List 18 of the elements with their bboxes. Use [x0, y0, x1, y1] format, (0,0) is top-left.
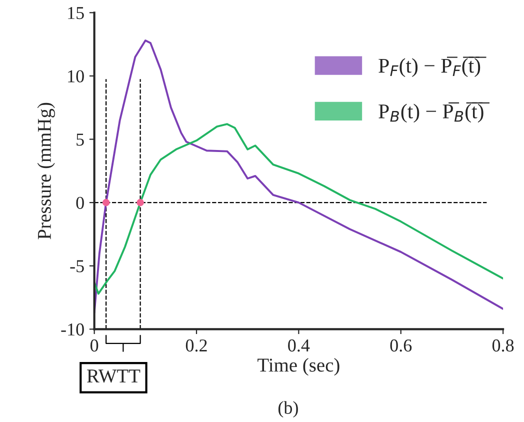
x-tick-label: 0.6: [390, 339, 412, 352]
legend-label: P$_{B}$(t) − P̅$_{B}$(̅t̅)̅: [378, 102, 490, 123]
y-axis-title: Pressure (mmHg): [37, 102, 55, 240]
x-tick-label: 0.4: [288, 339, 310, 352]
y-tick-label: -10: [61, 323, 84, 336]
text: RWTT: [87, 370, 140, 383]
x-tick-label: 0: [90, 339, 98, 352]
legend-label: P$_{F}$(t) − P̅$_{F}$(̅t̅)̅: [378, 56, 486, 78]
y-tick-label: 10: [68, 70, 84, 82]
text: (b): [278, 401, 298, 418]
y-tick-label: 15: [68, 7, 84, 20]
line-series: [94, 123, 504, 295]
y-tick-label: 5: [76, 134, 84, 146]
x-axis-title: Time (sec): [258, 358, 340, 376]
x-tick-label: 0.8: [492, 339, 514, 352]
y-tick-label: 0: [76, 196, 84, 209]
y-tick-label: -5: [70, 260, 84, 272]
x-tick-label: 0.2: [186, 339, 207, 352]
